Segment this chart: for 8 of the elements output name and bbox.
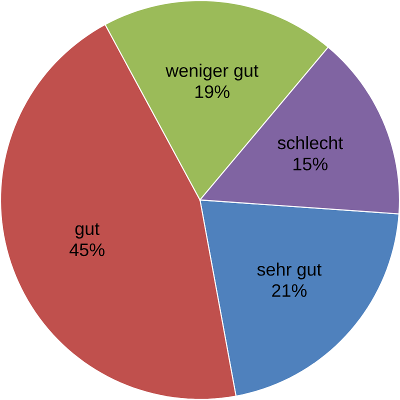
data-label: 45% [70, 244, 104, 256]
slice-label: schlecht [278, 136, 343, 150]
slice-label: gut [75, 223, 100, 239]
data-label: 19% [195, 85, 230, 98]
slice-label: sehr gut [257, 262, 322, 280]
data-label: 15% [294, 158, 328, 170]
slice-label: weniger gut [166, 64, 258, 81]
data-label: 21% [272, 284, 307, 297]
